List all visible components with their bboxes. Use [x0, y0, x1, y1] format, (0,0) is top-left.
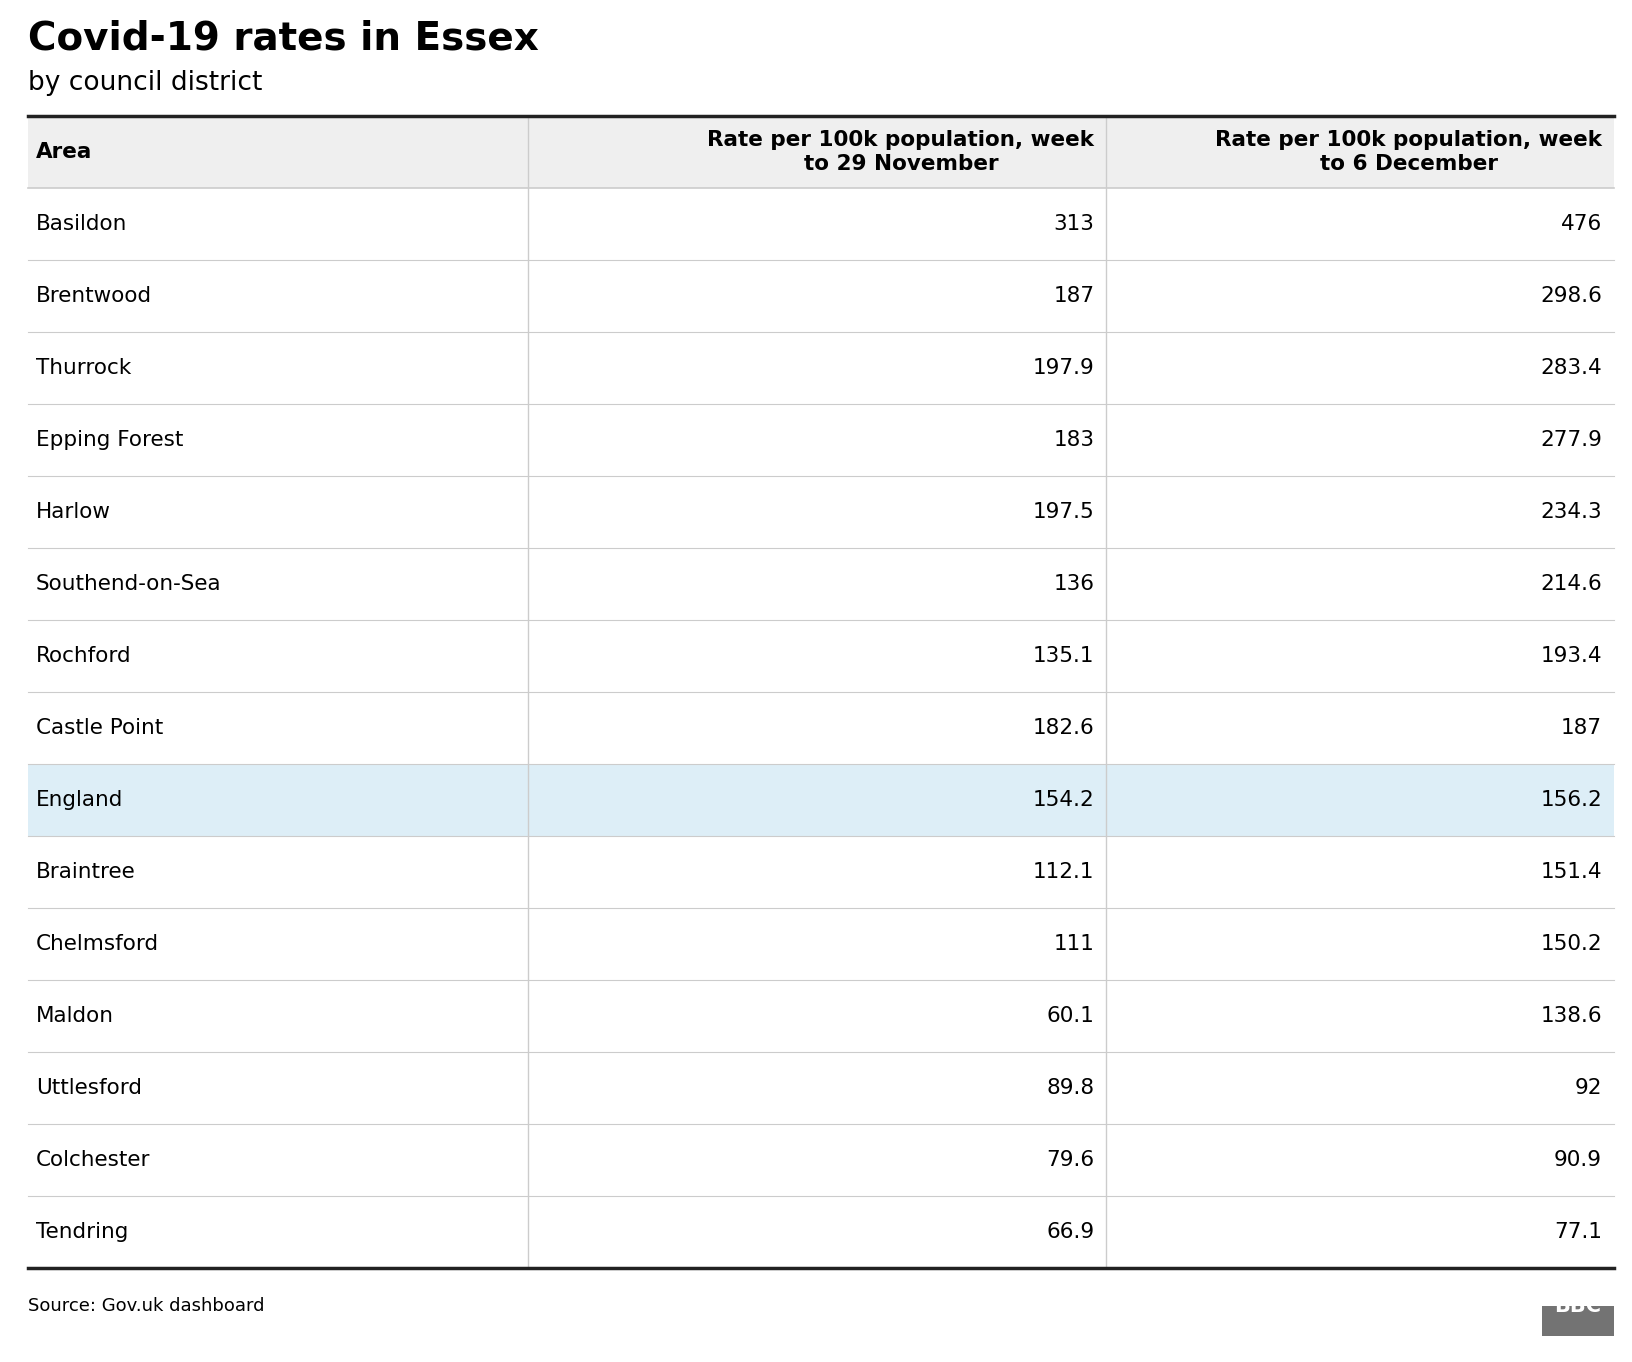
Text: 150.2: 150.2: [1541, 934, 1603, 953]
Text: Harlow: Harlow: [36, 503, 111, 522]
Text: 197.5: 197.5: [1033, 503, 1095, 522]
Text: 277.9: 277.9: [1541, 430, 1603, 449]
Text: 77.1: 77.1: [1554, 1222, 1603, 1242]
Text: England: England: [36, 790, 124, 810]
Text: by council district: by council district: [28, 69, 263, 95]
Bar: [28, 836, 1614, 908]
Text: 214.6: 214.6: [1541, 573, 1603, 594]
Bar: [28, 548, 1614, 620]
Text: 234.3: 234.3: [1541, 503, 1603, 522]
Text: Castle Point: Castle Point: [36, 718, 163, 738]
Text: 298.6: 298.6: [1541, 286, 1603, 306]
Text: 89.8: 89.8: [1046, 1077, 1095, 1098]
Text: Rochford: Rochford: [36, 646, 132, 666]
Text: 111: 111: [1054, 934, 1095, 953]
Bar: [28, 405, 1614, 475]
Text: 112.1: 112.1: [1033, 862, 1095, 883]
Text: 476: 476: [1560, 214, 1603, 234]
Text: Maldon: Maldon: [36, 1007, 114, 1026]
Bar: [28, 260, 1614, 332]
Text: Braintree: Braintree: [36, 862, 135, 883]
Text: BBC: BBC: [1555, 1297, 1601, 1316]
Bar: [28, 620, 1614, 692]
Text: Chelmsford: Chelmsford: [36, 934, 160, 953]
Text: 193.4: 193.4: [1541, 646, 1603, 666]
Text: 182.6: 182.6: [1033, 718, 1095, 738]
Text: Source: Gov.uk dashboard: Source: Gov.uk dashboard: [28, 1297, 264, 1314]
Text: 138.6: 138.6: [1541, 1007, 1603, 1026]
Text: 90.9: 90.9: [1554, 1150, 1603, 1170]
Text: Rate per 100k population, week
to 29 November: Rate per 100k population, week to 29 Nov…: [708, 131, 1095, 173]
Text: Southend-on-Sea: Southend-on-Sea: [36, 573, 222, 594]
Text: Area: Area: [36, 142, 93, 162]
Text: Uttlesford: Uttlesford: [36, 1077, 142, 1098]
Text: 92: 92: [1575, 1077, 1603, 1098]
Text: Basildon: Basildon: [36, 214, 127, 234]
Bar: [28, 981, 1614, 1051]
Text: 313: 313: [1054, 214, 1095, 234]
Text: 187: 187: [1053, 286, 1095, 306]
Text: 60.1: 60.1: [1046, 1007, 1095, 1026]
Text: Brentwood: Brentwood: [36, 286, 152, 306]
Bar: [28, 1196, 1614, 1268]
Text: Thurrock: Thurrock: [36, 358, 131, 379]
Text: 156.2: 156.2: [1541, 790, 1603, 810]
Text: 136: 136: [1054, 573, 1095, 594]
Text: Rate per 100k population, week
to 6 December: Rate per 100k population, week to 6 Dece…: [1214, 131, 1603, 173]
Text: 79.6: 79.6: [1046, 1150, 1095, 1170]
Bar: [28, 332, 1614, 405]
Text: 151.4: 151.4: [1541, 862, 1603, 883]
Text: Colchester: Colchester: [36, 1150, 150, 1170]
Bar: [28, 475, 1614, 548]
Text: 154.2: 154.2: [1033, 790, 1095, 810]
Text: Tendring: Tendring: [36, 1222, 129, 1242]
Bar: [28, 116, 1614, 188]
Text: 197.9: 197.9: [1033, 358, 1095, 379]
Text: 66.9: 66.9: [1046, 1222, 1095, 1242]
Text: Epping Forest: Epping Forest: [36, 430, 183, 449]
Bar: [1542, 1306, 1614, 1336]
Text: 283.4: 283.4: [1541, 358, 1603, 379]
Bar: [28, 692, 1614, 764]
Text: Covid-19 rates in Essex: Covid-19 rates in Essex: [28, 20, 539, 59]
Bar: [28, 1124, 1614, 1196]
Text: 135.1: 135.1: [1033, 646, 1095, 666]
Text: 187: 187: [1560, 718, 1603, 738]
Text: 183: 183: [1054, 430, 1095, 449]
Bar: [28, 188, 1614, 260]
Bar: [28, 1051, 1614, 1124]
Bar: [28, 908, 1614, 981]
Bar: [28, 764, 1614, 836]
